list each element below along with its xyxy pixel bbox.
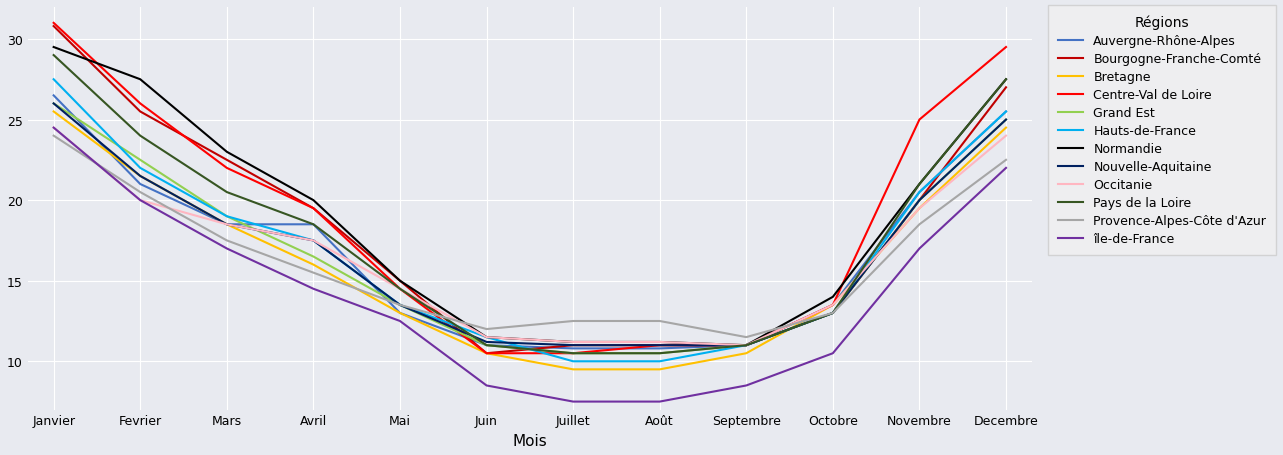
Legend: Auvergne-Rhône-Alpes, Bourgogne-Franche-Comté, Bretagne, Centre-Val de Loire, Gr: Auvergne-Rhône-Alpes, Bourgogne-Franche-…: [1048, 6, 1277, 256]
X-axis label: Mois: Mois: [512, 433, 548, 448]
